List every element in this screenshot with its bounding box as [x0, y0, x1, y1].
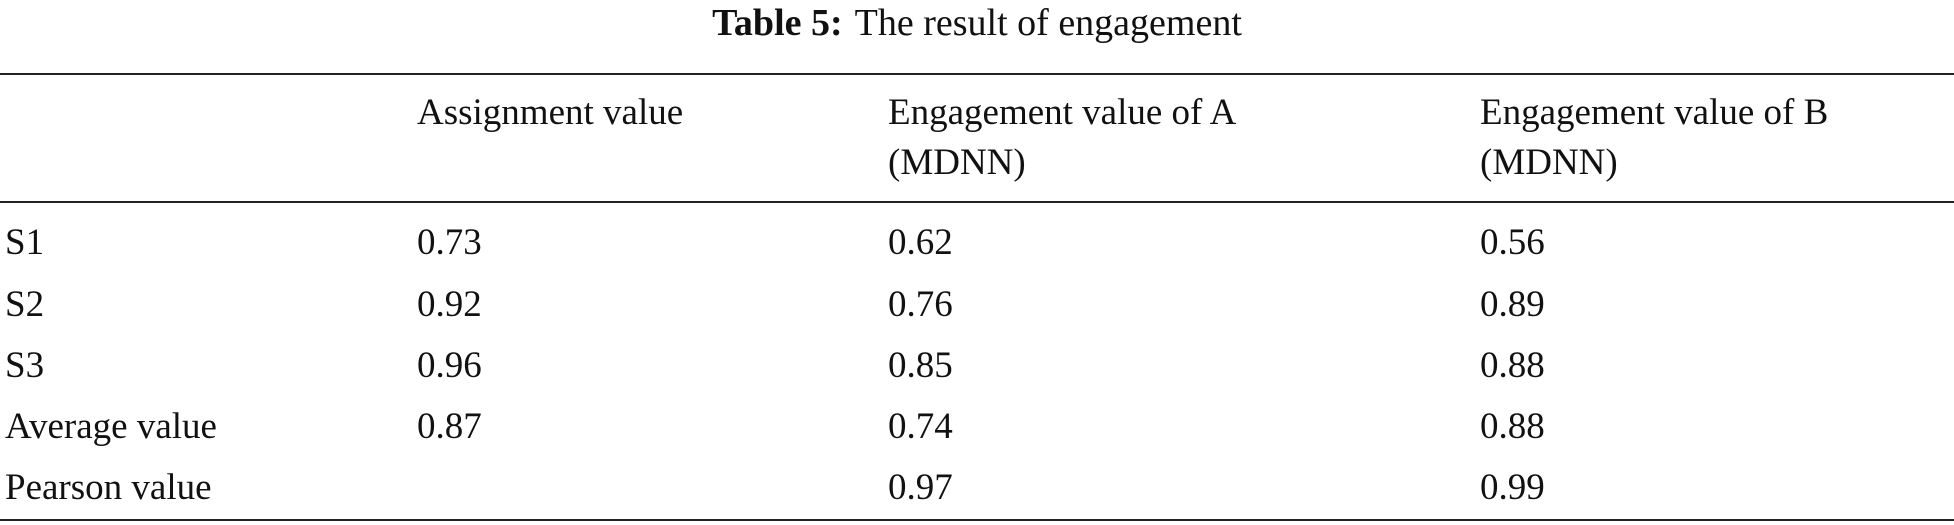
table-caption: Table 5: The result of engagement: [0, 0, 1954, 46]
top-rule: [0, 73, 1954, 75]
caption-text: The result of engagement: [854, 2, 1242, 44]
table-cell: 0.62: [888, 222, 953, 263]
table-cell: 0.73: [417, 222, 482, 263]
row-label: S3: [5, 345, 45, 386]
table-cell: 0.85: [888, 345, 953, 386]
table-cell: 0.92: [417, 284, 482, 325]
table-cell: 0.74: [888, 406, 953, 447]
caption-label: Table 5:: [712, 2, 843, 44]
table-cell: 0.97: [888, 467, 953, 508]
table-cell: 0.96: [417, 345, 482, 386]
table-cell: 0.87: [417, 406, 482, 447]
table-cell: 0.56: [1480, 222, 1545, 263]
header-cell: Assignment value: [417, 92, 684, 133]
table-cell: 0.76: [888, 284, 953, 325]
bottom-rule: [0, 519, 1954, 521]
table-cell: 0.88: [1480, 345, 1545, 386]
table-cell: 0.88: [1480, 406, 1545, 447]
header-cell: Engagement value of B (MDNN): [1480, 92, 1829, 183]
row-label: S2: [5, 284, 45, 325]
row-label: S1: [5, 222, 45, 263]
header-cell: Engagement value of A (MDNN): [888, 92, 1237, 183]
header-rule: [0, 201, 1954, 203]
table-cell: 0.89: [1480, 284, 1545, 325]
row-label: Average value: [5, 406, 217, 447]
row-label: Pearson value: [5, 467, 212, 508]
table-cell: 0.99: [1480, 467, 1545, 508]
